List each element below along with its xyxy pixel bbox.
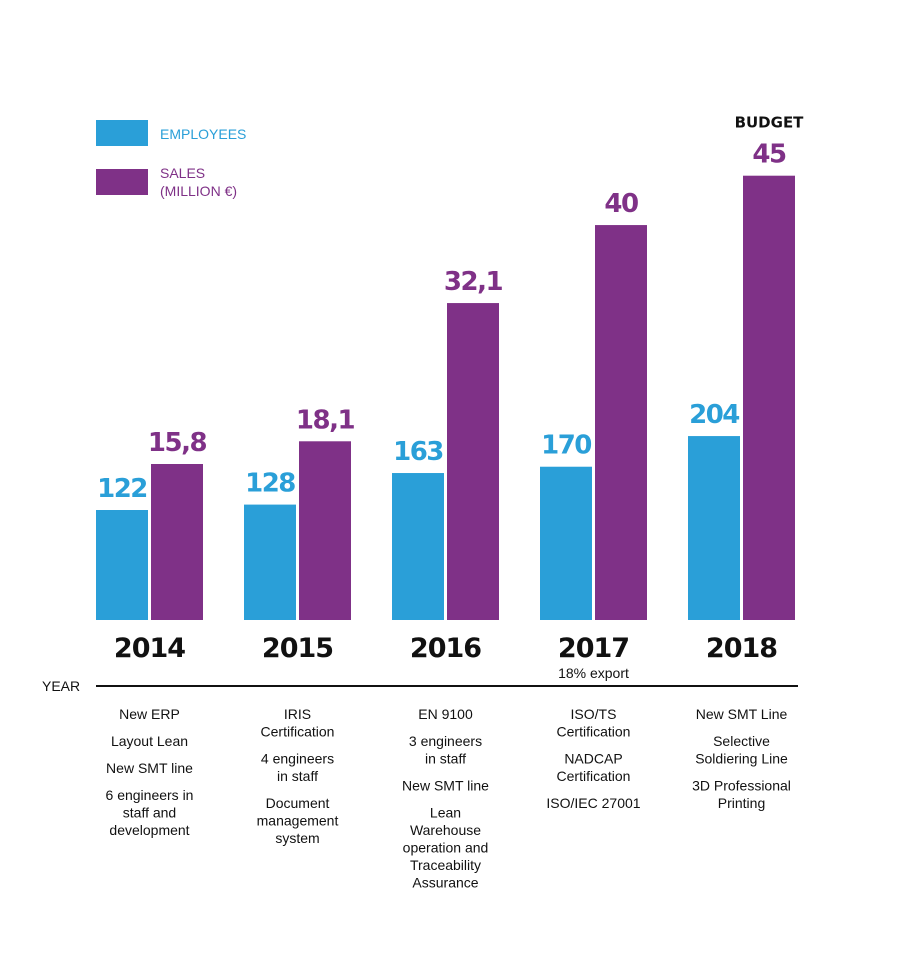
data-label-employees-2018: 204 [689, 400, 739, 430]
milestone-2017-1: ISO/TS Certification [557, 706, 631, 740]
data-label-employees-2016: 163 [393, 437, 443, 467]
bar-sales-2017 [595, 225, 647, 620]
data-label-employees-2015: 128 [245, 469, 295, 499]
bar-employees-2014 [96, 510, 148, 620]
legend-label-sales: SALES [160, 165, 205, 181]
x-axis: YEAR [42, 678, 798, 694]
legend-swatch-employees [96, 120, 148, 146]
milestone-2016-4: Lean Warehouse operation and Traceability As… [403, 805, 489, 891]
tick-label-2017: 2017 [558, 633, 629, 664]
milestone-2014-1: New ERP [119, 706, 180, 722]
x-axis-label: YEAR [42, 678, 80, 694]
annotation-2017: 18% export [558, 665, 629, 681]
tick-label-2016: 2016 [410, 633, 481, 664]
bar-employees-2015 [244, 504, 296, 620]
data-label-employees-2017: 170 [541, 431, 591, 461]
milestone-2014-3: New SMT line [106, 760, 193, 776]
milestone-2015-1: IRIS Certification [261, 706, 335, 740]
bar-employees-2016 [392, 473, 444, 620]
data-label-employees-2014: 122 [97, 474, 147, 504]
legend-swatch-sales [96, 169, 148, 195]
data-label-sales-2017: 40 [604, 189, 638, 219]
milestone-2018-3: 3D Professional Printing [692, 778, 791, 812]
data-label-sales-2018: 45 [752, 140, 786, 170]
milestone-2018-1: New SMT Line [696, 706, 788, 722]
bar-sales-2014 [151, 464, 203, 620]
bar-sales-2016 [447, 303, 499, 620]
tick-label-2015: 2015 [262, 633, 333, 664]
tick-label-2018: 2018 [706, 633, 777, 664]
milestone-2015-2: 4 engineers in staff [261, 751, 334, 785]
data-label-sales-2015: 18,1 [296, 405, 355, 435]
milestone-2014-2: Layout Lean [111, 733, 188, 749]
legend-label-employees: EMPLOYEES [160, 126, 246, 142]
milestone-2018-2: Selective Soldiering Line [695, 733, 788, 767]
milestone-2016-2: 3 engineers in staff [409, 733, 482, 767]
data-label-sales-2014: 15,8 [148, 428, 207, 458]
bar-employees-2018 [688, 436, 740, 620]
legend-label-sales-unit: (MILLION €) [160, 183, 237, 199]
milestones: New ERP Layout Lean New SMT line 6 engineer… [106, 706, 791, 891]
milestone-2016-3: New SMT line [402, 778, 489, 794]
milestone-2017-3: ISO/IEC 27001 [546, 795, 640, 811]
legend: EMPLOYEES SALES (MILLION €) [96, 120, 246, 199]
milestone-2015-3: Document management system [257, 795, 339, 846]
annotation-budget: BUDGET [735, 114, 805, 132]
milestone-2014-4: 6 engineers in staff and development [106, 787, 194, 838]
milestone-2017-2: NADCAP Certification [557, 751, 631, 785]
bar-sales-2015 [299, 441, 351, 620]
data-label-sales-2016: 32,1 [444, 267, 503, 297]
tick-label-2014: 2014 [114, 633, 185, 664]
bar-employees-2017 [540, 466, 592, 620]
bar-sales-2018 [743, 175, 795, 620]
milestone-2016-1: EN 9100 [418, 706, 473, 722]
